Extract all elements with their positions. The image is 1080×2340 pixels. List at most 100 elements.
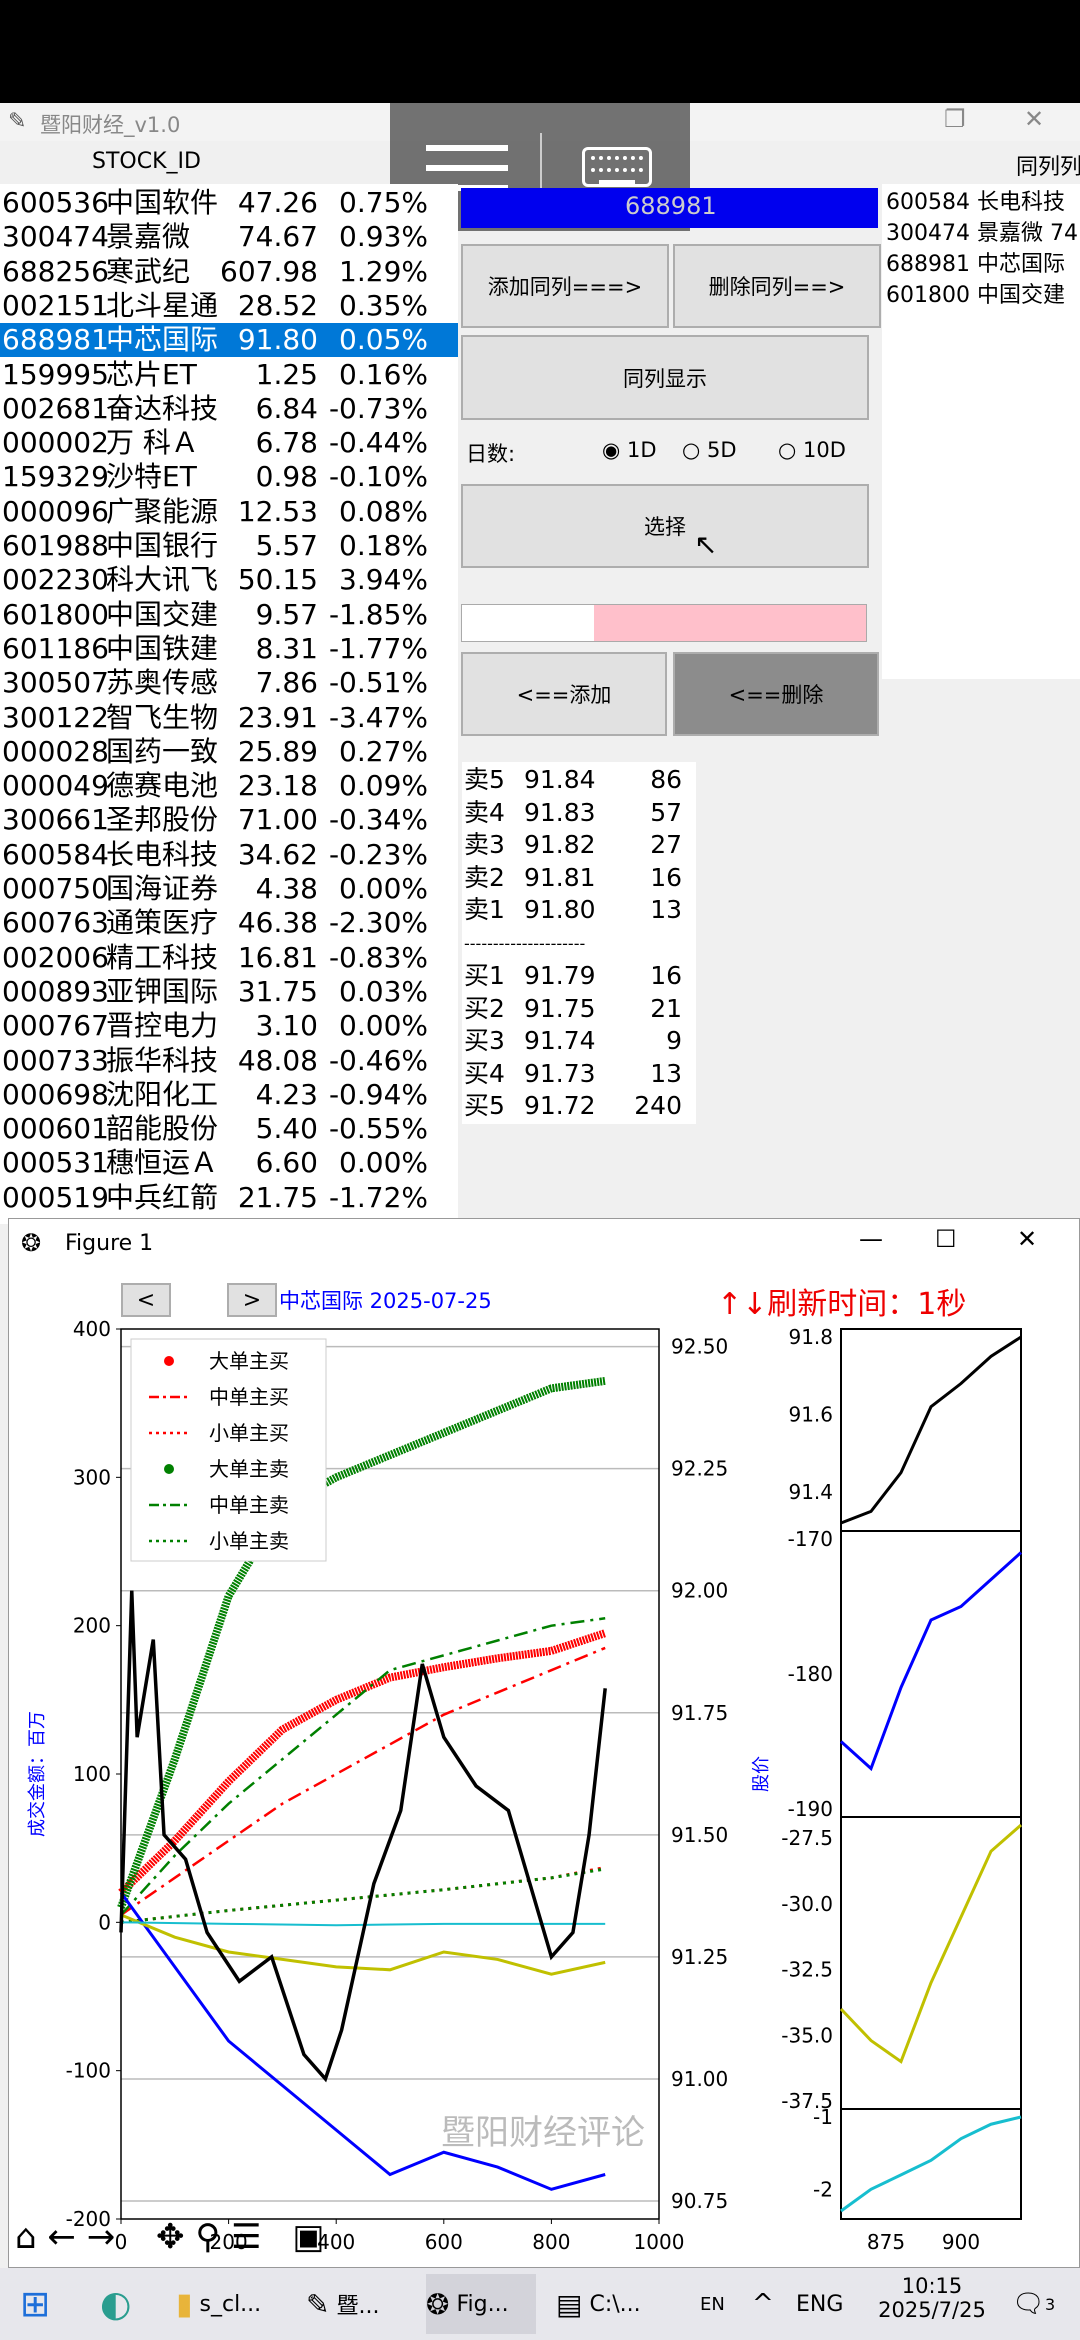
radio-10d[interactable]: ○ 10D (778, 438, 846, 462)
orderbook-vol: 57 (650, 797, 682, 827)
taskbar-item-folder[interactable]: ▮ s_cl... (176, 2274, 286, 2334)
keyboard-icon[interactable] (582, 147, 652, 187)
taskbar-label: C:\... (589, 2291, 641, 2317)
stock-price: 25.89 (237, 734, 318, 768)
stock-row[interactable]: 300122 智飞生物 23.91 -3.47% (0, 701, 458, 735)
show-peer-button[interactable]: 同列显示 (461, 335, 869, 420)
stock-row[interactable]: 000750 国海证券 4.38 0.00% (0, 872, 458, 906)
subplot-y-tick: -35.0 (781, 2023, 833, 2047)
remove-button[interactable]: <==删除 (673, 652, 879, 736)
chevron-up-icon[interactable]: ^ (752, 2289, 774, 2319)
figure-titlebar: ❂ Figure 1 — ☐ ✕ (9, 1219, 1079, 1269)
stock-row[interactable]: 000601 韶能股份 5.40 -0.55% (0, 1112, 458, 1146)
y2-tick-label: 92.00 (671, 1579, 728, 1603)
orderbook-label: 买5 (464, 1091, 505, 1120)
restore-icon[interactable]: ❐ (944, 105, 966, 133)
stock-row[interactable]: 300507 苏奥传感 7.86 -0.51% (0, 666, 458, 700)
windows-start-icon[interactable]: ⊞ (20, 2283, 51, 2325)
edge-icon[interactable]: ◐ (100, 2283, 132, 2325)
stock-code: 000531 (2, 1146, 109, 1180)
stock-change: -3.47% (328, 700, 428, 734)
taskbar-item-terminal[interactable]: ▤ C:\... (556, 2274, 666, 2334)
subplot-y-tick: -2 (813, 2177, 833, 2201)
x-tick-label: 800 (532, 2230, 570, 2254)
stock-row[interactable]: 688256 寒武纪 607.98 1.29% (0, 255, 458, 289)
stock-code: 600763 (2, 906, 109, 940)
minimize-icon[interactable]: — (859, 1225, 883, 1253)
stock-name: 精工科技 (106, 940, 219, 974)
stock-row[interactable]: 600584 长电科技 34.62 -0.23% (0, 838, 458, 872)
forward-icon[interactable]: → (86, 2217, 116, 2257)
peer-item[interactable]: 300474 景嘉微 74 (886, 221, 1078, 246)
taskbar-item-figure[interactable]: ❂ Fig... (426, 2274, 536, 2334)
delete-peer-button[interactable]: 删除同列==> (673, 244, 881, 328)
stock-row[interactable]: 002151 北斗星通 28.52 0.35% (0, 289, 458, 323)
peer-item[interactable]: 600584 长电科技 (886, 190, 1065, 215)
pan-icon[interactable]: ✥ (156, 2217, 185, 2257)
stock-row[interactable]: 159995 芯片ET 1.25 0.16% (0, 358, 458, 392)
select-button[interactable]: 选择 (461, 484, 869, 568)
stock-row[interactable]: 000767 晋控电力 3.10 0.00% (0, 1009, 458, 1043)
progress-fill (594, 605, 866, 641)
notification-icon[interactable]: 🗨 3 (1012, 2289, 1056, 2319)
home-icon[interactable]: ⌂ (15, 2217, 37, 2257)
refresh-label: ↑↓刷新时间：1秒 (717, 1287, 967, 1322)
add-button[interactable]: <==添加 (461, 652, 667, 736)
stock-code: 601186 (2, 631, 109, 665)
prev-button[interactable]: < (121, 1283, 171, 1317)
stock-row[interactable]: 002230 科大讯飞 50.15 3.94% (0, 563, 458, 597)
stock-row[interactable]: 300474 景嘉微 74.67 0.93% (0, 220, 458, 254)
stock-row[interactable]: 002006 精工科技 16.81 -0.83% (0, 941, 458, 975)
stock-row[interactable]: 601186 中国铁建 8.31 -1.77% (0, 632, 458, 666)
stock-row[interactable]: 600763 通策医疗 46.38 -2.30% (0, 906, 458, 940)
stock-row[interactable]: 000002 万 科Ａ 6.78 -0.44% (0, 426, 458, 460)
stock-row[interactable]: 000028 国药一致 25.89 0.27% (0, 735, 458, 769)
peer-item[interactable]: 601800 中国交建 (886, 283, 1065, 308)
stock-name: 智飞生物 (106, 700, 219, 734)
clock[interactable]: 10:15 2025/7/25 (872, 2274, 992, 2322)
radio-1d[interactable]: ◉ 1D (602, 438, 657, 462)
stock-code: 688981 (2, 323, 109, 357)
stock-change: -0.23% (328, 837, 428, 871)
stock-row[interactable]: 600536 中国软件 47.26 0.75% (0, 186, 458, 220)
close-icon[interactable]: ✕ (1024, 105, 1045, 133)
configure-icon[interactable]: ☰ (231, 2217, 262, 2257)
radio-5d[interactable]: ○ 5D (682, 438, 737, 462)
add-peer-button[interactable]: 添加同列===> (461, 244, 669, 328)
stock-row[interactable]: 300661 圣邦股份 71.00 -0.34% (0, 803, 458, 837)
maximize-icon[interactable]: ☐ (935, 1225, 957, 1253)
code-display[interactable]: 688981 (461, 188, 878, 228)
legend-marker (164, 1356, 174, 1366)
orderbook-separator: --------------------- (464, 934, 586, 953)
stock-code: 688256 (2, 254, 109, 288)
stock-change: -0.73% (328, 391, 428, 425)
stock-list[interactable]: 600536 中国软件 47.26 0.75% 300474 景嘉微 74.67 0.93% 6… (0, 184, 458, 1224)
y-tick-label: 100 (73, 1762, 111, 1786)
stock-code: 000733 (2, 1043, 109, 1077)
next-button[interactable]: > (227, 1283, 277, 1317)
stock-row[interactable]: 000531 穗恒运Ａ 6.60 0.00% (0, 1146, 458, 1180)
stock-row[interactable]: 601988 中国银行 5.57 0.18% (0, 529, 458, 563)
save-icon[interactable]: ▣ (292, 2217, 325, 2257)
stock-row[interactable]: 000096 广聚能源 12.53 0.08% (0, 495, 458, 529)
stock-row[interactable]: 688981 中芯国际 91.80 0.05% (0, 323, 458, 358)
peer-list[interactable]: 600584 长电科技 300474 景嘉微 74 688981 中芯国际 60180… (882, 184, 1080, 679)
stock-row[interactable]: 000698 沈阳化工 4.23 -0.94% (0, 1078, 458, 1112)
stock-price: 5.40 (255, 1112, 318, 1146)
stock-row[interactable]: 000519 中兵红箭 21.75 -1.72% (0, 1181, 458, 1215)
stock-row[interactable]: 000049 德赛电池 23.18 0.09% (0, 769, 458, 803)
close-icon[interactable]: ✕ (1017, 1225, 1038, 1253)
stock-row[interactable]: 000893 亚钾国际 31.75 0.03% (0, 975, 458, 1009)
series-line (117, 1376, 606, 1909)
back-icon[interactable]: ← (47, 2217, 76, 2257)
taskbar-item-app[interactable]: ✎ 暨... (306, 2274, 406, 2334)
input-indicator[interactable]: EN (700, 2293, 725, 2315)
stock-row[interactable]: 601800 中国交建 9.57 -1.85% (0, 598, 458, 632)
stock-row[interactable]: 000733 振华科技 48.08 -0.46% (0, 1044, 458, 1078)
peer-item[interactable]: 688981 中芯国际 (886, 252, 1065, 277)
language-indicator[interactable]: ENG (796, 2291, 844, 2317)
stock-name: 景嘉微 (106, 220, 191, 254)
zoom-icon[interactable]: ⚲ (195, 2217, 221, 2257)
stock-row[interactable]: 159329 沙特ET 0.98 -0.10% (0, 460, 458, 494)
stock-row[interactable]: 002681 奋达科技 6.84 -0.73% (0, 392, 458, 426)
